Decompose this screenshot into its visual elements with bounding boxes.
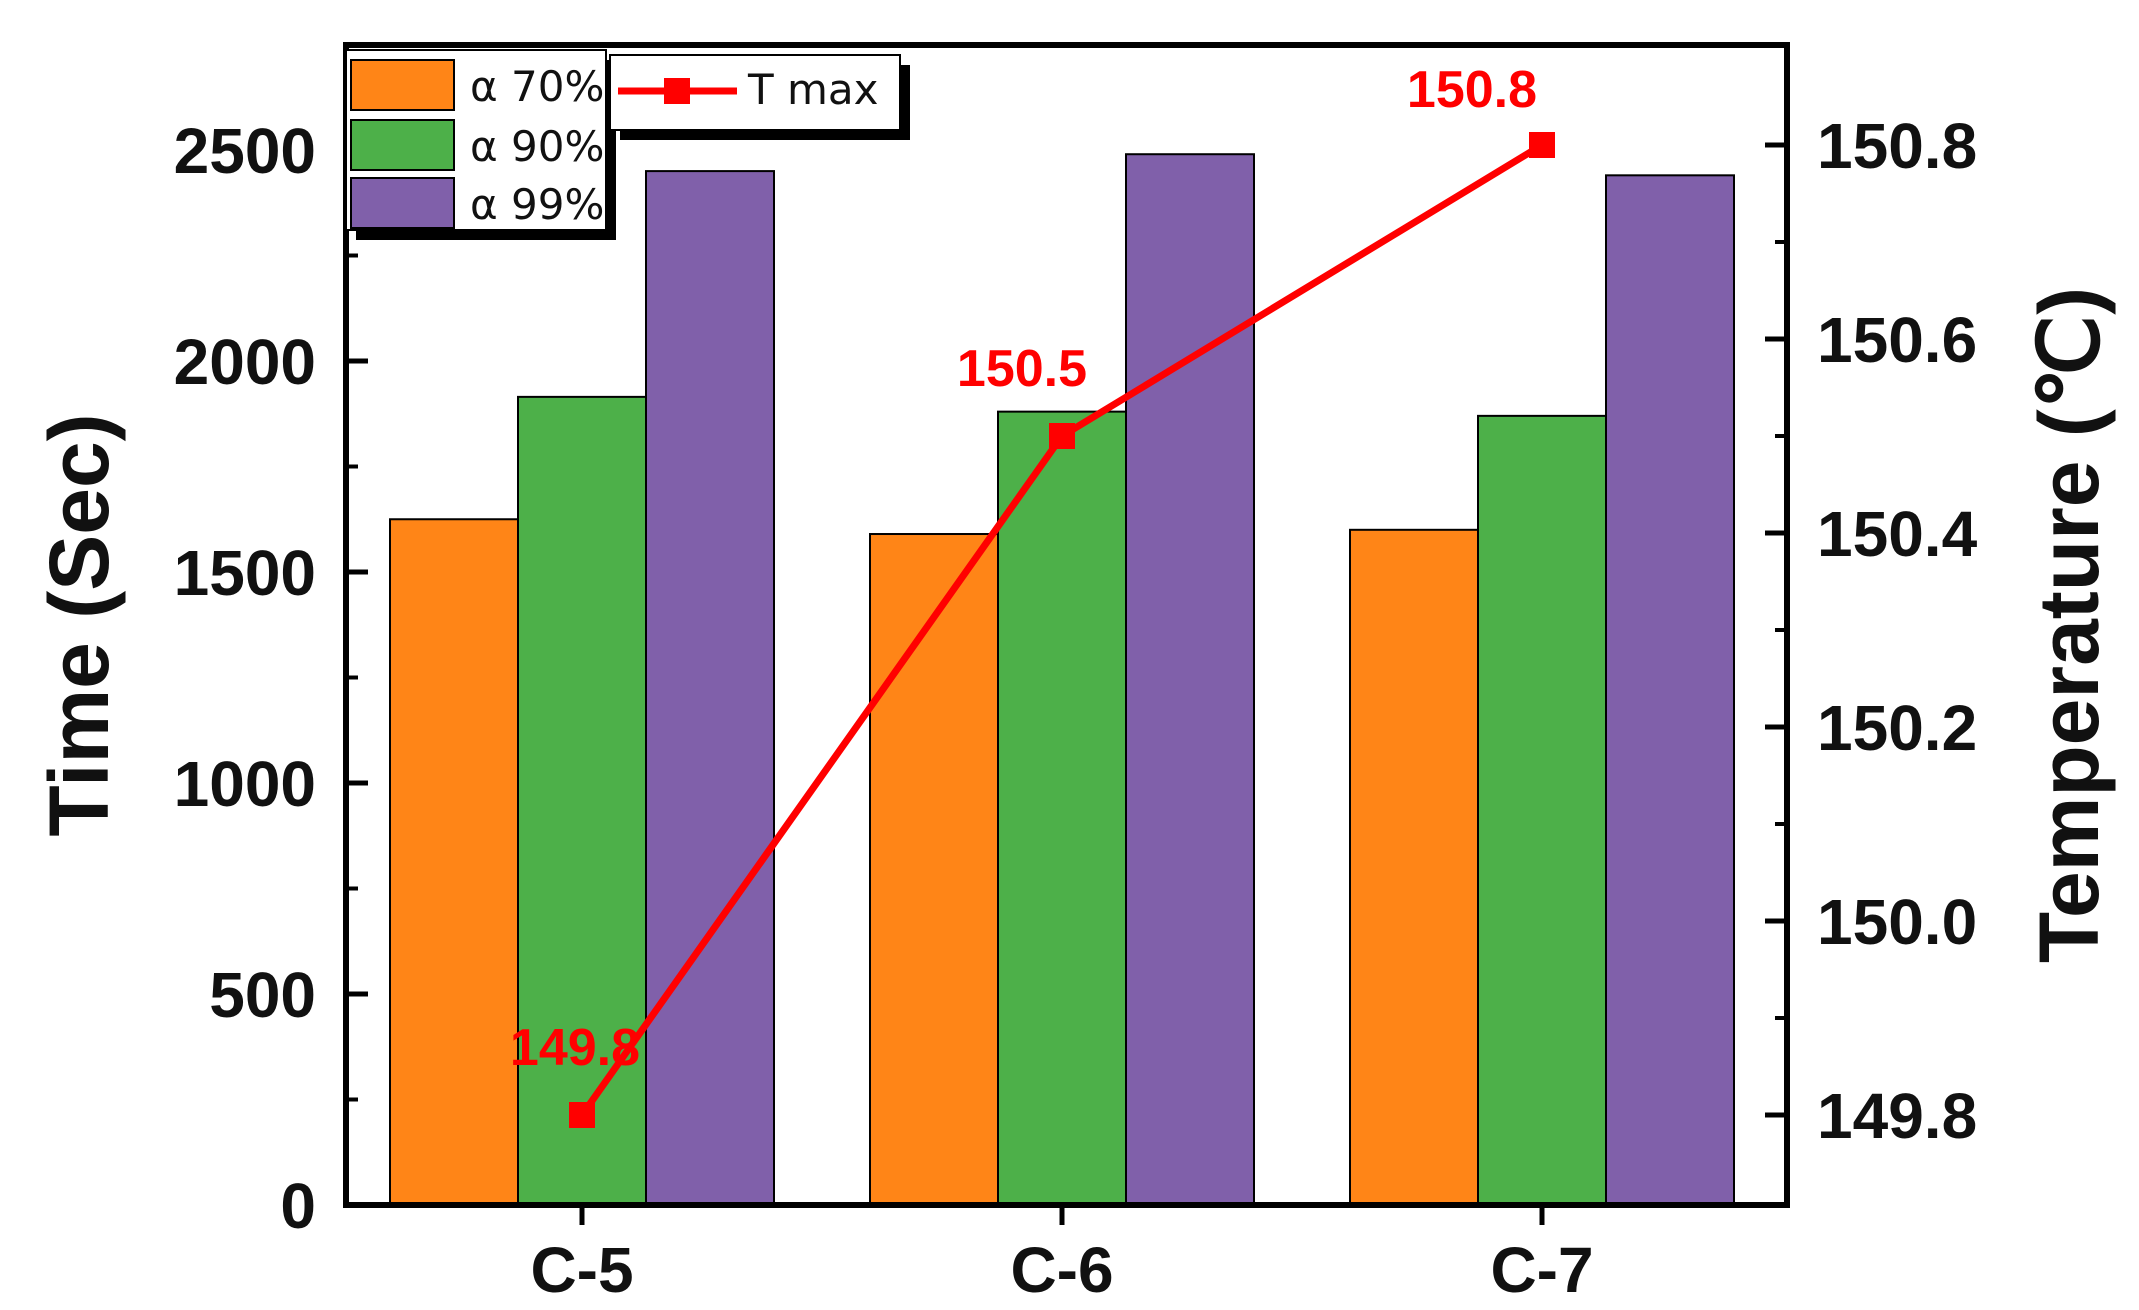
legend-line: T max <box>609 54 910 140</box>
legend-swatch-alpha70 <box>350 59 455 111</box>
legend-label-tmax: T max <box>747 65 879 114</box>
tmax-marker-c-6 <box>1049 423 1075 449</box>
tmax-label-c-6: 150.5 <box>957 340 1087 398</box>
x-tick-label-c-7: C-7 <box>1490 1234 1593 1306</box>
plot-frame <box>343 42 1790 1208</box>
line-layer <box>569 132 1555 1128</box>
bar-c-7-alpha99 <box>1605 174 1735 1207</box>
legend-line-marker <box>664 78 690 104</box>
legend-swatch-alpha99 <box>350 177 455 229</box>
bar-c-7-alpha70 <box>1349 528 1479 1206</box>
bar-c-7-alpha90 <box>1477 414 1607 1206</box>
x-tick-label-c-6: C-6 <box>1010 1234 1113 1306</box>
y-tick-label-0: 0 <box>280 1170 316 1242</box>
labels-layer: 0 500 1000 1500 2000 2500 149.8 150.0 150.2 150.4… <box>174 61 1978 1306</box>
y-tick-label-2000: 2000 <box>174 326 316 398</box>
y2-tick-label-150: 150.0 <box>1817 886 1977 958</box>
legend-label-alpha90: α 90% <box>470 122 604 171</box>
bar-c-6-alpha70 <box>869 533 999 1206</box>
x-tick-label-c-5: C-5 <box>530 1234 633 1306</box>
y-tick-label-1000: 1000 <box>174 748 316 820</box>
legend-label-alpha70: α 70% <box>470 62 604 111</box>
y2-tick-label-150-8: 150.8 <box>1817 110 1977 182</box>
tmax-label-c-5: 149.8 <box>510 1019 640 1077</box>
tmax-label-c-7: 150.8 <box>1407 61 1537 119</box>
bar-c-6-alpha90 <box>997 410 1127 1206</box>
tmax-marker-c-5 <box>569 1102 595 1128</box>
bar-c-5-alpha99 <box>645 170 775 1207</box>
bars-layer <box>389 153 1735 1207</box>
legend-bars: α 70% α 90% α 99% <box>345 49 616 240</box>
bar-c-5-alpha90 <box>517 395 647 1206</box>
tmax-marker-c-7 <box>1529 132 1555 158</box>
y-tick-label-2500: 2500 <box>174 115 316 187</box>
y2-tick-label-150-2: 150.2 <box>1817 692 1977 764</box>
y-tick-label-1500: 1500 <box>174 537 316 609</box>
y2-tick-label-149-8: 149.8 <box>1817 1080 1977 1152</box>
y2-tick-label-150-4: 150.4 <box>1817 498 1978 570</box>
y-tick-label-500: 500 <box>209 959 316 1031</box>
y-axis-title: Time (Sec) <box>32 413 126 836</box>
y2-axis-title: Temperature (℃) <box>2022 287 2116 963</box>
legend-swatch-alpha90 <box>350 119 455 171</box>
bar-c-6-alpha99 <box>1125 153 1255 1207</box>
bar-c-5-alpha70 <box>389 518 519 1206</box>
legend-label-alpha99: α 99% <box>470 180 604 229</box>
y2-tick-label-150-6: 150.6 <box>1817 304 1977 376</box>
